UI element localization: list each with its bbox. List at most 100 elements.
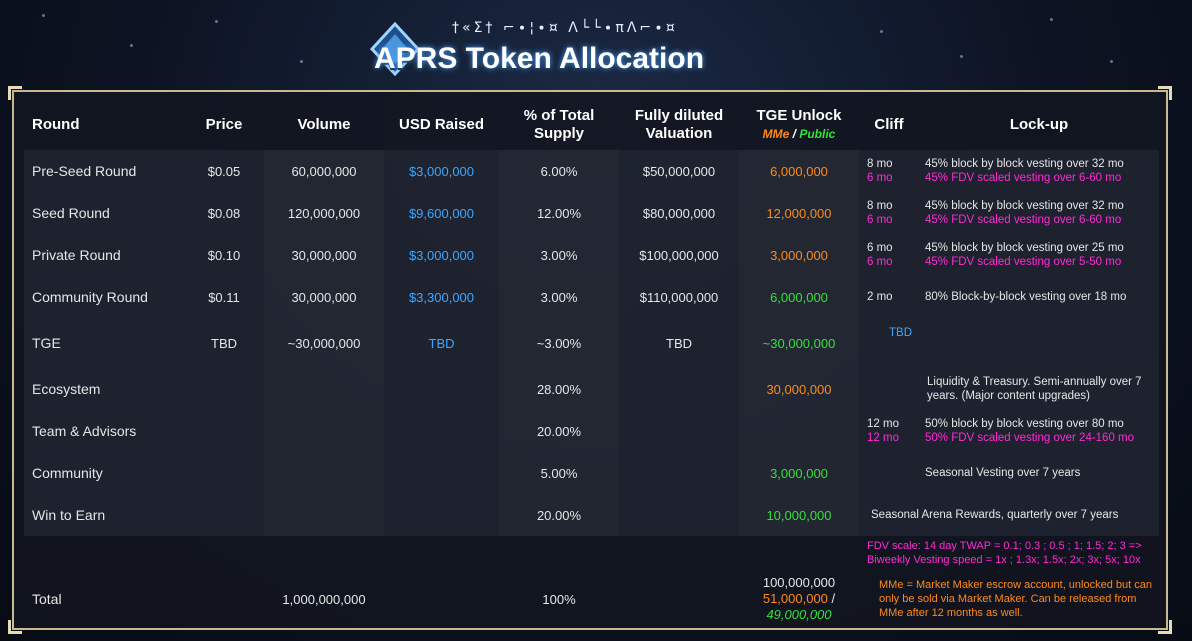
row-lockup: Liquidity & Treasury. Semi-annually over… [919,368,1159,410]
row-tge: 12,000,000 [739,192,859,234]
row-volume [264,410,384,452]
row-supply: 5.00% [499,452,619,494]
row-usd [384,494,499,536]
row-name: Community Round [24,276,184,318]
row-price: $0.10 [184,234,264,276]
fdv-note-spacer [24,536,859,570]
row-tge: 3,000,000 [739,452,859,494]
header: †«Σ† ⌐∙¦∙¤ Λ└└∙πΛ⌐∙¤ APRS Token Allocati… [360,8,880,78]
allocation-panel: Round Price Volume USD Raised % of Total… [8,86,1172,634]
fdv-note-line2: Biweekly Vesting speed = 1x ; 1.3x; 1.5x… [867,554,1141,566]
row-cliff: 8 mo 6 mo [859,192,919,234]
lockup-fdv: 45% FDV scaled vesting over 5-50 mo [925,256,1122,268]
total-tge-sep: / [827,591,836,606]
row-usd: $9,600,000 [384,192,499,234]
row-fdv: $100,000,000 [619,234,739,276]
col-fdv-line1: Fully diluted [634,107,724,124]
row-volume: 60,000,000 [264,150,384,192]
table-row: Win to Earn 20.00% 10,000,000 Seasonal A… [24,494,1159,536]
row-tge: 6,000,000 [739,276,859,318]
background-star [42,14,45,17]
frame-corner [1158,620,1172,634]
mme-note: MMe = Market Maker escrow account, unloc… [879,579,1152,619]
col-tge-public: Public [799,127,836,141]
row-cliff: TBD [859,318,919,368]
row-tge: 3,000,000 [739,234,859,276]
row-name: TGE [24,318,184,368]
row-supply: 6.00% [499,150,619,192]
row-supply: 12.00% [499,192,619,234]
background-star [1050,18,1053,21]
col-fdv: Fully diluted Valuation [619,100,739,150]
row-price: $0.05 [184,150,264,192]
table-row: TGE TBD ~30,000,000 TBD ~3.00% TBD ~30,0… [24,318,1159,368]
row-volume [264,452,384,494]
table-row: Seed Round $0.08 120,000,000 $9,600,000 … [24,192,1159,234]
frame-corner [1158,86,1172,100]
table-row: Pre-Seed Round $0.05 60,000,000 $3,000,0… [24,150,1159,192]
background-star [880,30,883,33]
row-cliff: 2 mo [859,276,919,318]
row-price: TBD [184,318,264,368]
row-lockup: 45% block by block vesting over 25 mo 45%… [919,234,1159,276]
col-price: Price [205,116,243,133]
col-tge-mme: MMe [762,127,790,141]
total-usd [384,570,499,628]
row-price [184,410,264,452]
row-cliff [859,368,919,410]
total-volume: 1,000,000,000 [282,591,366,607]
row-supply: 3.00% [499,276,619,318]
total-tge: 100,000,000 51,000,000 / 49,000,000 [739,570,859,628]
total-tge-public: 49,000,000 [766,607,832,622]
row-fdv [619,368,739,410]
row-supply: ~3.00% [499,318,619,368]
rune-subtitle: †«Σ† ⌐∙¦∙¤ Λ└└∙πΛ⌐∙¤ [452,20,678,36]
row-volume [264,368,384,410]
row-usd: TBD [384,318,499,368]
row-lockup [919,318,1159,368]
row-price [184,452,264,494]
fdv-scale-note: FDV scale: 14 day TWAP = 0.1; 0.3 ; 0.5 … [859,536,1159,570]
row-volume: 30,000,000 [264,234,384,276]
row-fdv [619,452,739,494]
row-fdv: $80,000,000 [619,192,739,234]
table-row: Team & Advisors 20.00% 12 mo 12 mo 50% bl… [24,410,1159,452]
cliff-base: 6 mo [867,242,893,254]
row-lockup: Seasonal Arena Rewards, quarterly over 7… [859,494,1159,536]
cliff-fdv: 6 mo [867,172,893,184]
table-row: Community Round $0.11 30,000,000 $3,300,… [24,276,1159,318]
cliff-base: 8 mo [867,158,893,170]
total-fdv [619,570,739,628]
row-fdv: $110,000,000 [619,276,739,318]
row-fdv: TBD [619,318,739,368]
row-cliff [859,452,919,494]
background-star [300,60,303,63]
row-lockup: 80% Block-by-block vesting over 18 mo [919,276,1159,318]
row-supply: 3.00% [499,234,619,276]
col-supply: % of Total Supply [499,100,619,150]
cliff-base: 12 mo [867,418,899,430]
lockup-fdv: 45% FDV scaled vesting over 6-60 mo [925,172,1122,184]
row-usd [384,452,499,494]
total-tge-mme: 51,000,000 [762,591,828,606]
table-row: Community 5.00% 3,000,000 Seasonal Vesti… [24,452,1159,494]
row-cliff: 6 mo 6 mo [859,234,919,276]
col-supply-line1: % of Total [523,107,595,124]
total-row: Total 1,000,000,000 100% 100,000,000 51,… [24,570,1159,628]
cliff-base: 8 mo [867,200,893,212]
row-tge: 10,000,000 [739,494,859,536]
fdv-note-line1: FDV scale: 14 day TWAP = 0.1; 0.3 ; 0.5 … [867,540,1142,552]
row-price: $0.11 [184,276,264,318]
row-fdv: $50,000,000 [619,150,739,192]
col-fdv-line2: Valuation [645,125,713,142]
row-tge: ~30,000,000 [739,318,859,368]
row-name: Seed Round [24,192,184,234]
row-price: $0.08 [184,192,264,234]
allocation-table: Round Price Volume USD Raised % of Total… [24,100,1159,628]
frame-corner [8,86,22,100]
col-tge-unlock: TGE Unlock MMe / Public [739,100,859,150]
cliff-fdv: 12 mo [867,432,899,444]
row-tge: 6,000,000 [739,150,859,192]
row-lockup: 45% block by block vesting over 32 mo 45%… [919,192,1159,234]
page-title: APRS Token Allocation [374,42,705,75]
